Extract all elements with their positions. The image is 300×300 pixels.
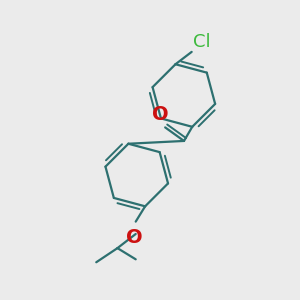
Text: O: O [126, 228, 142, 247]
Text: Cl: Cl [193, 33, 211, 51]
Text: O: O [152, 105, 169, 124]
